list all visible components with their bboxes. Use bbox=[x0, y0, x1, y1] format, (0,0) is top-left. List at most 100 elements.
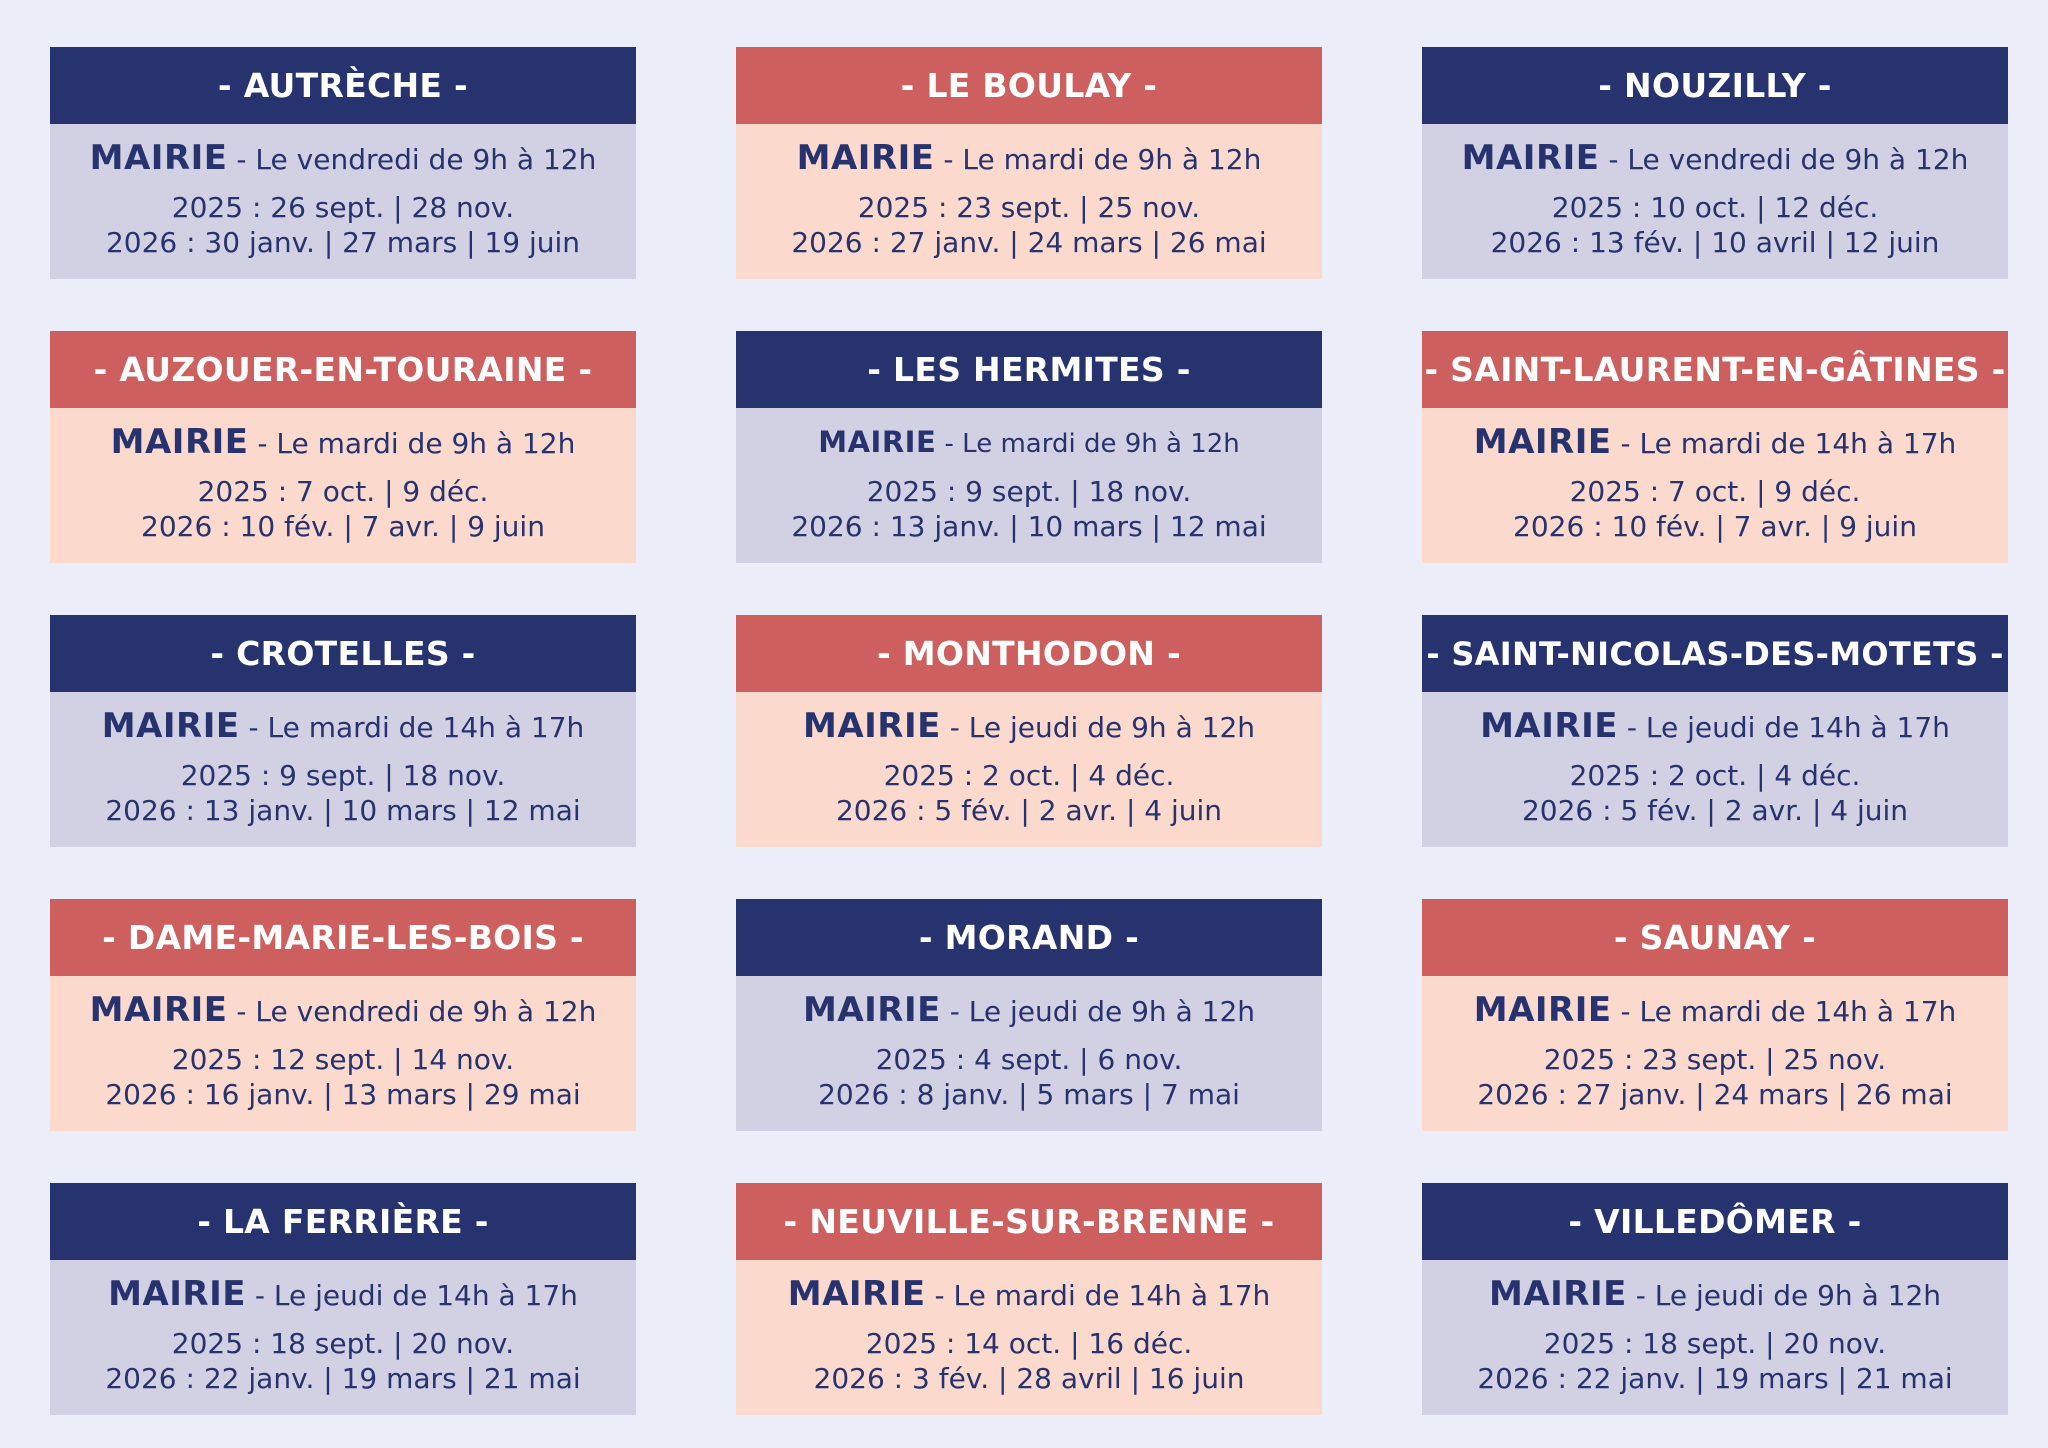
mairie-schedule-line: MAIRIE - Le vendredi de 9h à 12h bbox=[90, 992, 597, 1030]
dates-2025: 2025 : 10 oct. | 12 déc. bbox=[1551, 191, 1879, 224]
dates-block: 2025 : 9 sept. | 18 nov. 2026 : 13 janv.… bbox=[791, 474, 1266, 544]
commune-card-3: - NOUZILLY - MAIRIE - Le vendredi de 9h … bbox=[1422, 47, 2008, 279]
commune-name: - SAUNAY - bbox=[1422, 899, 2008, 976]
schedule-text: - Le mardi de 9h à 12h bbox=[936, 429, 1240, 459]
card-body: MAIRIE - Le mardi de 14h à 17h 2025 : 14… bbox=[736, 1260, 1322, 1415]
mairie-schedule-line: MAIRIE - Le jeudi de 9h à 12h bbox=[803, 992, 1255, 1030]
mairie-schedule-line: MAIRIE - Le mardi de 14h à 17h bbox=[102, 708, 585, 746]
schedule-text: - Le mardi de 9h à 12h bbox=[248, 427, 576, 460]
dates-2025: 2025 : 18 sept. | 20 nov. bbox=[171, 1327, 515, 1360]
mairie-schedule-line: MAIRIE - Le jeudi de 14h à 17h bbox=[1480, 708, 1950, 746]
commune-name: - MONTHODON - bbox=[736, 615, 1322, 692]
dates-2026: 2026 : 10 fév. | 7 avr. | 9 juin bbox=[141, 510, 545, 543]
schedule-text: - Le vendredi de 9h à 12h bbox=[1599, 143, 1969, 176]
mairie-label: MAIRIE bbox=[1489, 1274, 1627, 1314]
dates-block: 2025 : 18 sept. | 20 nov. 2026 : 22 janv… bbox=[1477, 1326, 1952, 1396]
commune-card-9: - SAINT-NICOLAS-DES-MOTETS - MAIRIE - Le… bbox=[1422, 615, 2008, 847]
card-body: MAIRIE - Le mardi de 14h à 17h 2025 : 9 … bbox=[50, 692, 636, 847]
dates-2026: 2026 : 30 janv. | 27 mars | 19 juin bbox=[105, 226, 581, 259]
card-body: MAIRIE - Le mardi de 14h à 17h 2025 : 7 … bbox=[1422, 408, 2008, 563]
commune-name: - VILLEDÔMER - bbox=[1422, 1183, 2008, 1260]
commune-name: - SAINT-NICOLAS-DES-MOTETS - bbox=[1422, 615, 2008, 692]
card-body: MAIRIE - Le vendredi de 9h à 12h 2025 : … bbox=[1422, 124, 2008, 279]
dates-block: 2025 : 26 sept. | 28 nov. 2026 : 30 janv… bbox=[106, 190, 580, 260]
mairie-label: MAIRIE bbox=[803, 706, 941, 746]
schedule-text: - Le jeudi de 14h à 17h bbox=[1617, 711, 1950, 744]
schedule-text: - Le mardi de 14h à 17h bbox=[1611, 427, 1957, 460]
dates-block: 2025 : 4 sept. | 6 nov. 2026 : 8 janv. |… bbox=[818, 1042, 1240, 1112]
card-body: MAIRIE - Le vendredi de 9h à 12h 2025 : … bbox=[50, 124, 636, 279]
schedule-text: - Le jeudi de 9h à 12h bbox=[1626, 1279, 1941, 1312]
schedule-text: - Le jeudi de 14h à 17h bbox=[245, 1279, 578, 1312]
mairie-label: MAIRIE bbox=[89, 990, 228, 1030]
mairie-label: MAIRIE bbox=[1480, 706, 1618, 746]
commune-name: - DAME-MARIE-LES-BOIS - bbox=[50, 899, 636, 976]
dates-2025: 2025 : 9 sept. | 18 nov. bbox=[180, 759, 506, 792]
dates-2026: 2026 : 22 janv. | 19 mars | 21 mai bbox=[1477, 1362, 1953, 1395]
commune-name: - LES HERMITES - bbox=[736, 331, 1322, 408]
commune-name: - NOUZILLY - bbox=[1422, 47, 2008, 124]
dates-2026: 2026 : 13 fév. | 10 avril | 12 juin bbox=[1490, 226, 1940, 259]
dates-2025: 2025 : 7 oct. | 9 déc. bbox=[1569, 475, 1861, 508]
mairie-schedule-line: MAIRIE - Le jeudi de 9h à 12h bbox=[803, 708, 1255, 746]
commune-card-12: - SAUNAY - MAIRIE - Le mardi de 14h à 17… bbox=[1422, 899, 2008, 1131]
mairie-label: MAIRIE bbox=[101, 706, 240, 746]
commune-card-13: - LA FERRIÈRE - MAIRIE - Le jeudi de 14h… bbox=[50, 1183, 636, 1415]
commune-card-8: - MONTHODON - MAIRIE - Le jeudi de 9h à … bbox=[736, 615, 1322, 847]
dates-2025: 2025 : 4 sept. | 6 nov. bbox=[875, 1043, 1183, 1076]
mairie-label: MAIRIE bbox=[803, 990, 941, 1030]
mairie-schedule-line: MAIRIE - Le vendredi de 9h à 12h bbox=[1462, 140, 1969, 178]
commune-name: - AUTRÈCHE - bbox=[50, 47, 636, 124]
dates-2026: 2026 : 27 janv. | 24 mars | 26 mai bbox=[791, 226, 1267, 259]
dates-2026: 2026 : 10 fév. | 7 avr. | 9 juin bbox=[1513, 510, 1917, 543]
mairie-schedule-line: MAIRIE - Le mardi de 14h à 17h bbox=[1474, 992, 1957, 1030]
dates-2026: 2026 : 8 janv. | 5 mars | 7 mai bbox=[818, 1078, 1240, 1111]
schedule-text: - Le mardi de 14h à 17h bbox=[239, 711, 585, 744]
dates-2025: 2025 : 2 oct. | 4 déc. bbox=[1569, 759, 1861, 792]
dates-2025: 2025 : 2 oct. | 4 déc. bbox=[883, 759, 1175, 792]
dates-block: 2025 : 12 sept. | 14 nov. 2026 : 16 janv… bbox=[105, 1042, 580, 1112]
mairie-label: MAIRIE bbox=[108, 1274, 246, 1314]
schedule-text: - Le mardi de 9h à 12h bbox=[934, 143, 1262, 176]
commune-card-14: - NEUVILLE-SUR-BRENNE - MAIRIE - Le mard… bbox=[736, 1183, 1322, 1415]
dates-2025: 2025 : 26 sept. | 28 nov. bbox=[171, 191, 515, 224]
mairie-schedule-line: MAIRIE - Le jeudi de 14h à 17h bbox=[108, 1276, 578, 1314]
commune-card-6: - SAINT-LAURENT-EN-GÂTINES - MAIRIE - Le… bbox=[1422, 331, 2008, 563]
dates-block: 2025 : 9 sept. | 18 nov. 2026 : 13 janv.… bbox=[105, 758, 580, 828]
card-body: MAIRIE - Le mardi de 14h à 17h 2025 : 23… bbox=[1422, 976, 2008, 1131]
commune-name: - LA FERRIÈRE - bbox=[50, 1183, 636, 1260]
mairie-label: MAIRIE bbox=[1473, 990, 1612, 1030]
dates-2026: 2026 : 5 fév. | 2 avr. | 4 juin bbox=[1521, 794, 1909, 827]
dates-2025: 2025 : 12 sept. | 14 nov. bbox=[171, 1043, 515, 1076]
schedule-text: - Le mardi de 14h à 17h bbox=[925, 1279, 1271, 1312]
mairie-schedule-line: MAIRIE - Le jeudi de 9h à 12h bbox=[1489, 1276, 1941, 1314]
dates-2026: 2026 : 3 fév. | 28 avril | 16 juin bbox=[813, 1362, 1245, 1395]
commune-card-1: - AUTRÈCHE - MAIRIE - Le vendredi de 9h … bbox=[50, 47, 636, 279]
dates-block: 2025 : 2 oct. | 4 déc. 2026 : 5 fév. | 2… bbox=[1522, 758, 1908, 828]
dates-2025: 2025 : 23 sept. | 25 nov. bbox=[1543, 1043, 1887, 1076]
dates-block: 2025 : 10 oct. | 12 déc. 2026 : 13 fév. … bbox=[1491, 190, 1940, 260]
mairie-schedule-line: MAIRIE - Le mardi de 9h à 12h bbox=[111, 424, 576, 462]
dates-2026: 2026 : 13 janv. | 10 mars | 12 mai bbox=[791, 510, 1267, 543]
commune-card-7: - CROTELLES - MAIRIE - Le mardi de 14h à… bbox=[50, 615, 636, 847]
schedule-text: - Le jeudi de 9h à 12h bbox=[940, 711, 1255, 744]
dates-2026: 2026 : 27 janv. | 24 mars | 26 mai bbox=[1477, 1078, 1953, 1111]
schedule-text: - Le vendredi de 9h à 12h bbox=[227, 995, 597, 1028]
commune-name: - LE BOULAY - bbox=[736, 47, 1322, 124]
commune-name: - MORAND - bbox=[736, 899, 1322, 976]
card-body: MAIRIE - Le jeudi de 14h à 17h 2025 : 18… bbox=[50, 1260, 636, 1415]
mairie-label: MAIRIE bbox=[818, 425, 937, 459]
mairie-label: MAIRIE bbox=[1461, 138, 1600, 178]
mairie-schedule-line: MAIRIE - Le mardi de 9h à 12h bbox=[797, 140, 1262, 178]
commune-card-5: - LES HERMITES - MAIRIE - Le mardi de 9h… bbox=[736, 331, 1322, 563]
dates-2026: 2026 : 16 janv. | 13 mars | 29 mai bbox=[105, 1078, 581, 1111]
card-body: MAIRIE - Le mardi de 9h à 12h 2025 : 7 o… bbox=[50, 408, 636, 563]
commune-name: - CROTELLES - bbox=[50, 615, 636, 692]
mairie-label: MAIRIE bbox=[89, 138, 228, 178]
commune-name: - AUZOUER-EN-TOURAINE - bbox=[50, 331, 636, 408]
mairie-schedule-line: MAIRIE - Le mardi de 9h à 12h bbox=[818, 424, 1240, 462]
mairie-schedule-line: MAIRIE - Le mardi de 14h à 17h bbox=[1474, 424, 1957, 462]
card-body: MAIRIE - Le vendredi de 9h à 12h 2025 : … bbox=[50, 976, 636, 1131]
commune-card-4: - AUZOUER-EN-TOURAINE - MAIRIE - Le mard… bbox=[50, 331, 636, 563]
mairie-schedule-line: MAIRIE - Le mardi de 14h à 17h bbox=[788, 1276, 1271, 1314]
